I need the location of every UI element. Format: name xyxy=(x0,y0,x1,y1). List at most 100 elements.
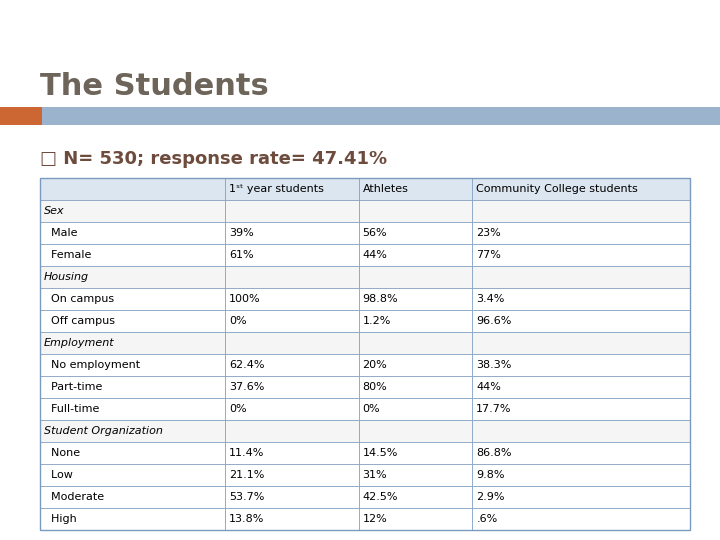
Bar xyxy=(225,420,359,442)
Bar xyxy=(40,200,225,222)
Bar xyxy=(225,398,359,420)
Text: 11.4%: 11.4% xyxy=(229,448,265,458)
Text: 77%: 77% xyxy=(476,250,501,260)
Bar xyxy=(225,244,359,266)
Text: 98.8%: 98.8% xyxy=(362,294,398,304)
Bar xyxy=(225,508,359,530)
Text: 23%: 23% xyxy=(476,228,501,238)
Bar xyxy=(472,486,690,508)
Text: 80%: 80% xyxy=(362,382,387,392)
Bar xyxy=(359,486,472,508)
Text: 9.8%: 9.8% xyxy=(476,470,505,480)
Bar xyxy=(40,420,225,442)
Text: Housing: Housing xyxy=(44,272,89,282)
Bar xyxy=(359,200,472,222)
Bar xyxy=(40,178,225,200)
Text: 2.9%: 2.9% xyxy=(476,492,505,502)
Bar xyxy=(40,222,225,244)
Bar xyxy=(225,222,359,244)
Text: 3.4%: 3.4% xyxy=(476,294,505,304)
Bar xyxy=(472,398,690,420)
Bar xyxy=(40,266,225,288)
Bar xyxy=(40,332,225,354)
Bar xyxy=(472,266,690,288)
Bar xyxy=(225,288,359,310)
Text: 17.7%: 17.7% xyxy=(476,404,512,414)
Text: Community College students: Community College students xyxy=(476,184,638,194)
Text: Employment: Employment xyxy=(44,338,114,348)
Bar xyxy=(40,310,225,332)
Text: Low: Low xyxy=(44,470,73,480)
Text: 96.6%: 96.6% xyxy=(476,316,512,326)
Bar xyxy=(472,376,690,398)
Text: Off campus: Off campus xyxy=(44,316,115,326)
Bar xyxy=(42,107,720,125)
Bar xyxy=(472,464,690,486)
Text: The Students: The Students xyxy=(40,72,269,101)
Bar xyxy=(359,178,472,200)
Bar xyxy=(359,398,472,420)
Bar xyxy=(40,354,225,376)
Bar xyxy=(40,508,225,530)
Text: 12%: 12% xyxy=(362,514,387,524)
Bar xyxy=(40,288,225,310)
Text: 13.8%: 13.8% xyxy=(229,514,265,524)
Bar xyxy=(225,178,359,200)
Bar xyxy=(225,486,359,508)
Text: .6%: .6% xyxy=(476,514,498,524)
Bar xyxy=(359,244,472,266)
Bar xyxy=(472,508,690,530)
Text: 0%: 0% xyxy=(362,404,380,414)
Text: Part-time: Part-time xyxy=(44,382,102,392)
Bar xyxy=(359,464,472,486)
Text: 1.2%: 1.2% xyxy=(362,316,391,326)
Text: 62.4%: 62.4% xyxy=(229,360,265,370)
Bar xyxy=(472,420,690,442)
Bar xyxy=(472,354,690,376)
Bar xyxy=(472,200,690,222)
Text: 37.6%: 37.6% xyxy=(229,382,265,392)
Bar xyxy=(472,288,690,310)
Bar xyxy=(225,266,359,288)
Text: 100%: 100% xyxy=(229,294,261,304)
Text: □ N= 530; response rate= 47.41%: □ N= 530; response rate= 47.41% xyxy=(40,150,387,168)
Bar xyxy=(225,376,359,398)
Text: 86.8%: 86.8% xyxy=(476,448,512,458)
Bar xyxy=(40,376,225,398)
Bar xyxy=(225,310,359,332)
Bar xyxy=(359,442,472,464)
Bar xyxy=(40,244,225,266)
Bar xyxy=(359,332,472,354)
Bar xyxy=(359,508,472,530)
Bar xyxy=(472,442,690,464)
Text: High: High xyxy=(44,514,77,524)
Text: 44%: 44% xyxy=(476,382,501,392)
Text: Athletes: Athletes xyxy=(362,184,408,194)
Bar xyxy=(359,288,472,310)
Bar xyxy=(472,310,690,332)
Text: Sex: Sex xyxy=(44,206,65,216)
Text: 42.5%: 42.5% xyxy=(362,492,398,502)
Text: 61%: 61% xyxy=(229,250,254,260)
Text: None: None xyxy=(44,448,80,458)
Bar xyxy=(225,442,359,464)
Text: Female: Female xyxy=(44,250,91,260)
Text: 1ˢᵗ year students: 1ˢᵗ year students xyxy=(229,184,324,194)
Text: Student Organization: Student Organization xyxy=(44,426,163,436)
Bar xyxy=(40,464,225,486)
Text: Male: Male xyxy=(44,228,78,238)
Text: No employment: No employment xyxy=(44,360,140,370)
Bar xyxy=(472,222,690,244)
Bar xyxy=(359,222,472,244)
Text: Full-time: Full-time xyxy=(44,404,99,414)
Bar xyxy=(40,178,690,530)
Text: 31%: 31% xyxy=(362,470,387,480)
Text: 38.3%: 38.3% xyxy=(476,360,512,370)
Bar xyxy=(40,486,225,508)
Text: 0%: 0% xyxy=(229,316,247,326)
Bar xyxy=(359,354,472,376)
Bar xyxy=(359,420,472,442)
Text: 21.1%: 21.1% xyxy=(229,470,265,480)
Text: 14.5%: 14.5% xyxy=(362,448,398,458)
Bar xyxy=(40,398,225,420)
